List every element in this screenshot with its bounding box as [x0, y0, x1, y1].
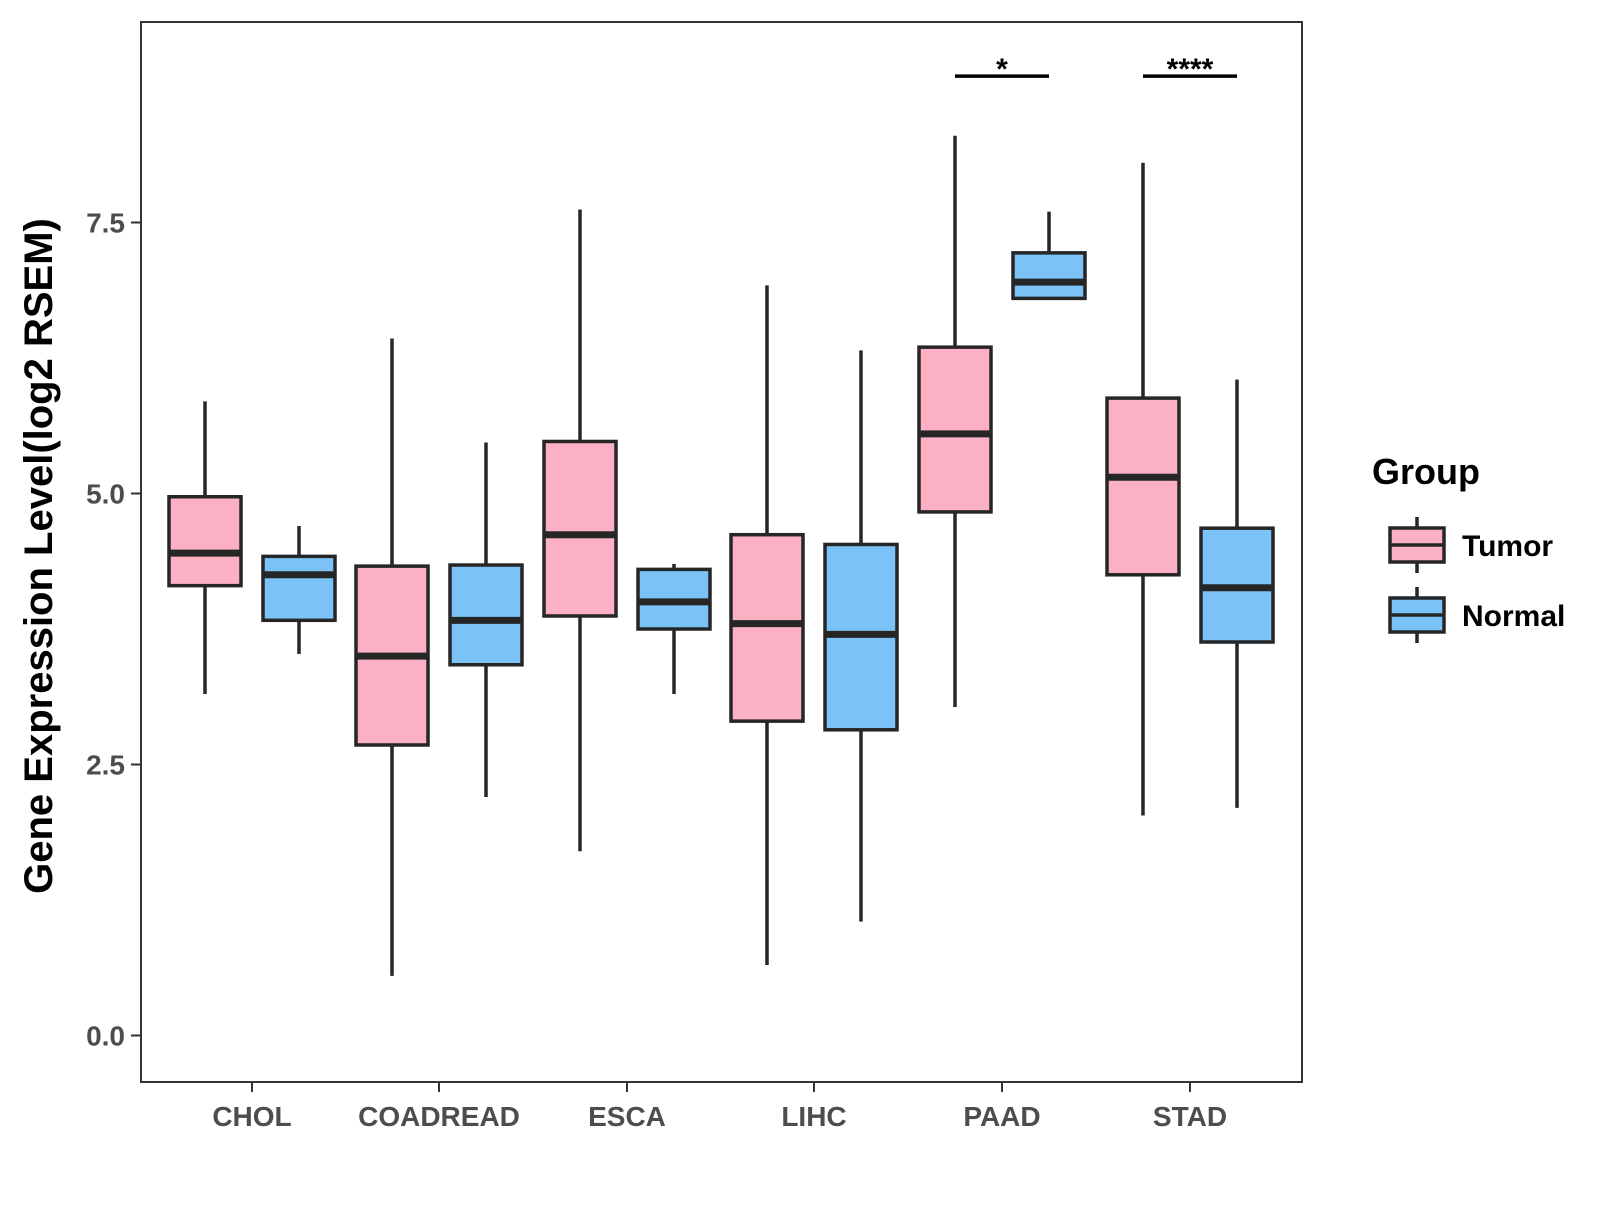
box-normal-lihc	[823, 350, 899, 922]
x-tick-label-paad: PAAD	[963, 1101, 1040, 1132]
x-tick-label-coadread: COADREAD	[358, 1101, 520, 1132]
x-tick-label-esca: ESCA	[588, 1101, 666, 1132]
x-tick-label-lihc: LIHC	[781, 1101, 846, 1132]
significance-label: *	[996, 53, 1008, 86]
box-body	[729, 532, 805, 723]
legend-item-normal: Normal	[1388, 587, 1565, 643]
y-axis: 0.0 2.5 5.0 7.5	[86, 208, 141, 1052]
y-axis-title: Gene Expression Level(log2 RSEM)	[17, 218, 61, 894]
legend-label-normal: Normal	[1462, 600, 1565, 633]
box-tumor-chol	[167, 401, 243, 695]
y-tick-label: 5.0	[86, 479, 125, 510]
box-body	[917, 345, 993, 514]
box-tumor-paad	[917, 135, 993, 708]
box-body	[1011, 251, 1087, 301]
significance-label: ****	[1167, 53, 1214, 86]
plot-area: * ****	[140, 21, 1303, 1083]
x-tick-label-stad: STAD	[1153, 1101, 1227, 1132]
legend: Group Tumor Normal	[1372, 451, 1565, 643]
box-normal-chol	[261, 526, 337, 654]
legend-item-tumor: Tumor	[1388, 517, 1553, 573]
box-body	[448, 563, 524, 667]
box-body	[261, 554, 337, 623]
x-tick-label-chol: CHOL	[212, 1101, 291, 1132]
box-normal-paad	[1011, 211, 1087, 301]
legend-title: Group	[1372, 451, 1480, 492]
y-tick-label: 2.5	[86, 750, 125, 781]
box-tumor-coadread	[354, 338, 430, 976]
box-body	[1105, 396, 1181, 577]
box-normal-esca	[636, 563, 712, 695]
box-normal-stad	[1199, 379, 1275, 808]
box-body	[542, 439, 618, 618]
significance-paad: *	[955, 53, 1049, 86]
y-tick-label: 7.5	[86, 208, 125, 239]
box-tumor-esca	[542, 209, 618, 852]
y-tick-label: 0.0	[86, 1021, 125, 1052]
x-axis: CHOL COADREAD ESCA LIHC PAAD STAD	[212, 1082, 1227, 1132]
box-tumor-lihc	[729, 285, 805, 966]
significance-stad: ****	[1143, 53, 1237, 86]
box-normal-coadread	[448, 442, 524, 798]
legend-label-tumor: Tumor	[1462, 530, 1553, 563]
box-body	[167, 495, 243, 588]
box-tumor-stad	[1105, 162, 1181, 816]
